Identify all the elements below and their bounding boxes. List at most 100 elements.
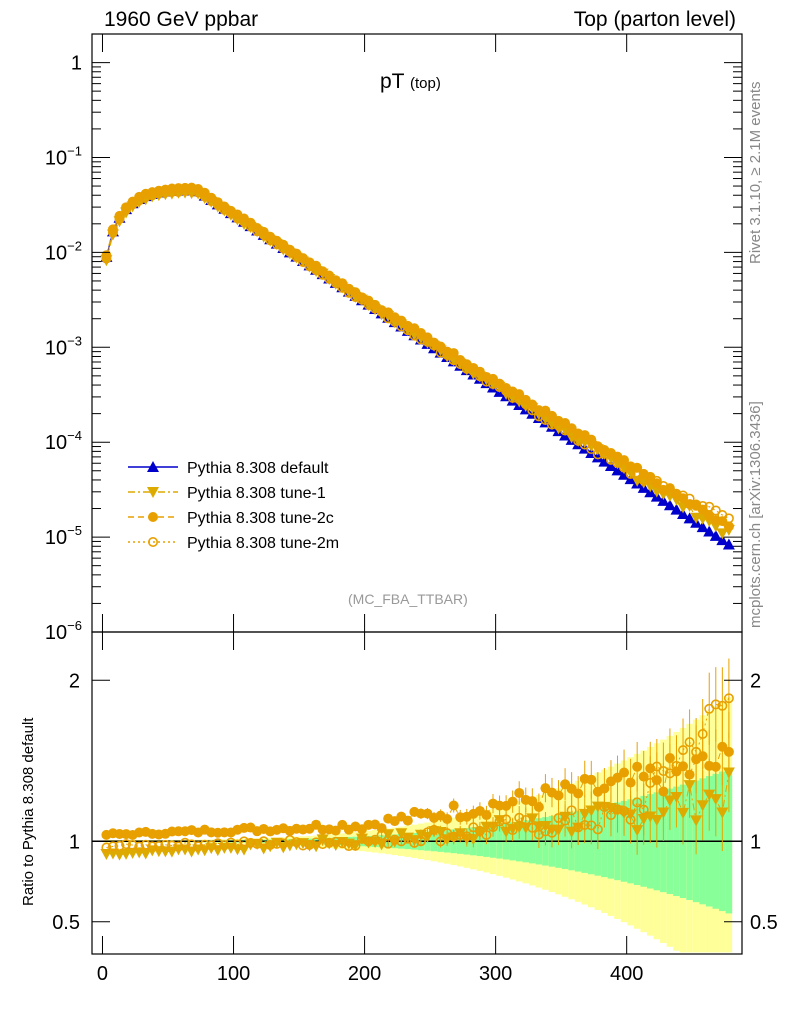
data-point bbox=[709, 529, 722, 541]
ratio-point bbox=[488, 822, 499, 833]
data-point bbox=[612, 457, 623, 468]
ratio-point bbox=[206, 840, 217, 851]
ratio-point bbox=[723, 693, 734, 704]
ratio-point bbox=[651, 761, 662, 772]
data-point bbox=[722, 538, 735, 550]
ratio-point bbox=[212, 838, 223, 849]
ratio-point bbox=[461, 831, 472, 842]
ratio-point bbox=[324, 837, 335, 848]
ratio-point bbox=[553, 812, 564, 823]
data-point bbox=[663, 499, 676, 511]
ratio-point bbox=[605, 810, 616, 821]
legend-label: Pythia 8.308 tune-1 bbox=[187, 485, 326, 502]
y-tick-label: 10−6 bbox=[45, 618, 82, 644]
data-point bbox=[611, 464, 624, 476]
ratio-point bbox=[645, 777, 656, 788]
data-point bbox=[481, 376, 492, 387]
data-point bbox=[101, 253, 112, 264]
ratio-point bbox=[370, 834, 381, 845]
data-point bbox=[703, 525, 716, 537]
ratio-point bbox=[271, 838, 282, 849]
ratio-point bbox=[619, 767, 630, 778]
ratio-series-layer bbox=[100, 658, 735, 861]
ratio-tick-label-right: 0.5 bbox=[750, 912, 778, 934]
data-point bbox=[638, 475, 649, 486]
data-point bbox=[153, 188, 164, 199]
plot-title-sub: (top) bbox=[409, 75, 441, 92]
data-point bbox=[540, 414, 551, 425]
ratio-point bbox=[180, 837, 191, 848]
data-point bbox=[696, 521, 709, 533]
data-point bbox=[160, 187, 171, 198]
x-tick-label: 400 bbox=[610, 963, 643, 985]
x-tick-label: 0 bbox=[97, 963, 108, 985]
ratio-point bbox=[101, 842, 112, 853]
data-point bbox=[507, 392, 518, 403]
data-point bbox=[337, 282, 348, 293]
ratio-point bbox=[684, 737, 695, 748]
data-point bbox=[114, 210, 125, 221]
ratio-point bbox=[507, 796, 518, 807]
ratio-point bbox=[507, 825, 518, 836]
y-tick-label: 10−5 bbox=[45, 523, 82, 549]
data-point bbox=[632, 469, 643, 480]
ratio-tick-label-right: 1 bbox=[750, 831, 761, 853]
data-point bbox=[356, 294, 367, 305]
axis-tick-labels: 1 10−1 10−2 10−3 10−4 10−5 10−6 2 2 1 1 0.5 0.5 0 100 2… bbox=[45, 53, 778, 985]
data-point bbox=[402, 325, 413, 336]
legend-label: Pythia 8.308 tune-2m bbox=[187, 535, 339, 552]
ratio-point bbox=[199, 839, 210, 850]
ratio-point bbox=[586, 774, 597, 785]
legend-label: Pythia 8.308 default bbox=[187, 460, 329, 477]
ratio-tick-label: 1 bbox=[69, 831, 80, 853]
ratio-tick-label: 2 bbox=[69, 670, 80, 692]
data-point bbox=[599, 448, 610, 459]
ratio-point bbox=[304, 839, 315, 850]
ratio-point bbox=[644, 811, 657, 823]
y-tick-label: 10−2 bbox=[45, 238, 82, 264]
data-point bbox=[579, 439, 590, 450]
data-point bbox=[330, 277, 341, 288]
ratio-point bbox=[402, 815, 413, 826]
ratio-point bbox=[514, 812, 525, 823]
ratio-point bbox=[422, 827, 433, 838]
data-point bbox=[114, 213, 125, 224]
main-series-layer bbox=[100, 182, 735, 550]
ratio-point bbox=[245, 837, 256, 848]
data-point bbox=[657, 494, 670, 506]
data-point bbox=[553, 420, 564, 431]
ratio-point bbox=[107, 841, 118, 852]
ratio-point bbox=[494, 816, 505, 827]
ratio-point bbox=[723, 746, 734, 757]
data-point bbox=[311, 265, 322, 276]
ratio-point bbox=[363, 836, 374, 847]
ratio-point bbox=[677, 807, 690, 819]
data-point bbox=[619, 462, 630, 473]
y-tick-label: 10−1 bbox=[45, 143, 82, 169]
ratio-point bbox=[134, 841, 145, 852]
ratio-point bbox=[225, 837, 236, 848]
ratio-point bbox=[311, 837, 322, 848]
ratio-point bbox=[343, 841, 354, 852]
data-point bbox=[586, 444, 597, 455]
ratio-point bbox=[533, 802, 544, 813]
ratio-point bbox=[696, 800, 709, 812]
ratio-point bbox=[678, 745, 689, 756]
x-tick-label: 300 bbox=[479, 963, 512, 985]
data-point bbox=[245, 221, 256, 232]
ratio-point bbox=[527, 796, 538, 807]
data-point bbox=[546, 419, 557, 430]
x-tick-label: 100 bbox=[217, 963, 250, 985]
ratio-point bbox=[514, 787, 525, 798]
ratio-point bbox=[140, 839, 151, 850]
ratio-y-axis-label: Ratio to Pythia 8.308 default bbox=[20, 717, 37, 906]
ratio-point bbox=[566, 805, 577, 816]
data-point bbox=[415, 334, 426, 345]
ratio-point bbox=[139, 848, 152, 860]
data-point bbox=[677, 508, 690, 520]
ratio-point bbox=[710, 761, 721, 772]
ratio-point bbox=[527, 822, 538, 833]
ratio-point bbox=[127, 840, 138, 851]
data-point bbox=[173, 186, 184, 197]
